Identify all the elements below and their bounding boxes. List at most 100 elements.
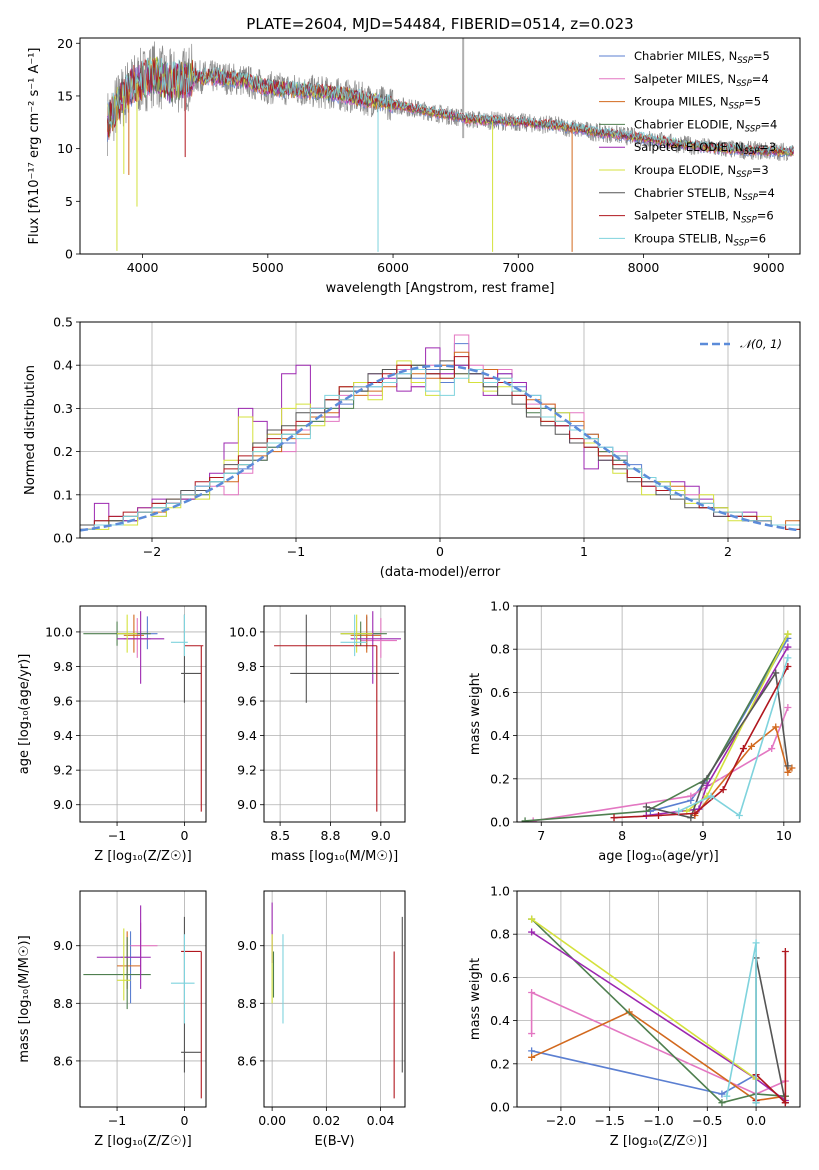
y-tick-label: 5 (65, 194, 73, 209)
y-tick-label: 8.8 (53, 996, 73, 1011)
y-tick-label: 8.6 (53, 1053, 73, 1068)
x-axis-label: (data-model)/error (380, 565, 501, 580)
y-axis-label: mass [log₁₀(M/M☉)] (17, 935, 32, 1062)
y-tick-label: 9.6 (53, 694, 73, 709)
marker-chabrier-stelib (642, 803, 650, 811)
y-tick-label: 0.8 (490, 927, 510, 942)
legend: Chabrier MILES, NSSP=5 Salpeter MILES, NS… (599, 49, 777, 248)
y-tick-label: 0.2 (490, 771, 510, 786)
x-tick-label: −0.5 (692, 1113, 722, 1128)
panel-weight-vs-age: 7 8 9 10 0.0 0.2 0.4 0.6 0.8 1.0 age [log₁₀(age/yr… (468, 599, 801, 864)
marker-salpeter-miles (784, 704, 792, 712)
marker-salpeter-stelib (691, 809, 699, 817)
grid (264, 891, 405, 1107)
plot-area (80, 334, 800, 538)
y-tick-label: 9.6 (237, 694, 257, 709)
histogram-kroupa-stelib (80, 369, 800, 538)
marker-chabrier-stelib (699, 779, 707, 787)
line-chabrier-elodie (525, 633, 789, 822)
x-tick-label: −1 (108, 1113, 126, 1128)
line-kroupa-stelib (726, 942, 757, 1103)
marker-salpeter-stelib (719, 786, 727, 794)
marker-kroupa-stelib (735, 812, 743, 820)
marker-salpeter-miles (528, 989, 536, 997)
marker-chabrier-miles (528, 1047, 536, 1055)
x-tick-label: 10 (776, 828, 792, 843)
x-tick-label: 0 (180, 828, 188, 843)
y-tick-label: 10.0 (45, 624, 73, 639)
marker-salpeter-elodie (784, 643, 792, 651)
legend-label-chabrier-miles: Chabrier MILES, NSSP=5 (634, 49, 770, 66)
y-tick-label: 9.0 (53, 938, 73, 953)
x-tick-label: 1 (580, 544, 588, 559)
x-tick-label: 9.0 (371, 828, 391, 843)
y-axis-label: mass weight (468, 673, 483, 755)
x-tick-label: 0.02 (312, 1113, 340, 1128)
axes-frame (263, 890, 406, 1108)
line-kroupa-miles (531, 1011, 786, 1102)
y-tick-label: 20 (57, 36, 73, 51)
x-tick-label: 0.00 (258, 1113, 286, 1128)
grid (517, 605, 800, 823)
x-axis-label: age [log₁₀(age/yr)] (598, 849, 719, 864)
y-axis-label: mass weight (468, 958, 483, 1040)
x-tick-label: 8000 (628, 260, 660, 275)
y-tick-label: 0.2 (53, 444, 73, 459)
legend-label-gaussian: 𝒩(0, 1) (740, 337, 782, 351)
x-tick-label: 5000 (252, 260, 284, 275)
gaussian-curve (80, 364, 800, 532)
x-tick-label: 9000 (753, 260, 785, 275)
y-tick-label: 0.0 (490, 815, 510, 830)
marker-chabrier-miles (718, 1090, 726, 1098)
x-tick-label: −1.0 (643, 1113, 673, 1128)
x-tick-label: 0 (180, 1113, 188, 1128)
marker-salpeter-stelib (781, 1099, 789, 1107)
marker-kroupa-stelib (707, 792, 715, 800)
legend: 𝒩(0, 1) (700, 337, 782, 351)
line-salpeter-stelib (613, 666, 789, 819)
x-axis-label: wavelength [Angstrom, rest frame] (326, 281, 555, 296)
y-tick-label: 9.4 (53, 728, 73, 743)
panel-weight-vs-z: −2.0 −1.5 −1.0 −0.5 0.0 0.0 0.2 0.4 0.6 0.8 1.0 Z [… (468, 884, 801, 1149)
axes-frame (79, 321, 801, 539)
y-tick-label: 0.6 (490, 685, 510, 700)
axes-frame (79, 37, 801, 255)
marker-chabrier-stelib (687, 814, 695, 822)
x-tick-label: 9 (699, 828, 707, 843)
y-tick-label: 9.8 (53, 659, 73, 674)
line-kroupa-elodie (531, 918, 757, 1080)
x-tick-label: 0.0 (746, 1113, 766, 1128)
y-tick-label: 0.0 (490, 1100, 510, 1115)
marker-kroupa-stelib (784, 654, 792, 662)
x-tick-label: 8.5 (270, 828, 290, 843)
marker-kroupa-stelib (723, 1092, 731, 1100)
y-tick-label: 15 (57, 88, 73, 103)
marker-salpeter-stelib (739, 745, 747, 753)
y-tick-label: 0.4 (490, 1013, 510, 1028)
x-tick-label: 8.8 (321, 828, 341, 843)
x-axis-label: Z [log₁₀(Z/Z☉)] (94, 849, 191, 864)
line-chabrier-stelib (646, 670, 789, 819)
axes-frame (79, 605, 207, 823)
marker-kroupa-stelib (752, 1099, 760, 1107)
x-tick-label: −2.0 (546, 1113, 576, 1128)
legend-label-salpeter-elodie: Salpeter ELODIE, NSSP=3 (634, 140, 776, 157)
marker-salpeter-stelib (610, 814, 618, 822)
y-tick-label: 10.0 (229, 624, 257, 639)
x-tick-label: 7000 (502, 260, 534, 275)
plot-area (83, 905, 202, 1099)
line-kroupa-stelib (678, 657, 789, 817)
x-tick-label: −2 (143, 544, 161, 559)
panel-age-vs-z: −1 0 9.0 9.2 9.4 9.6 9.8 10.0 Z [log₁₀(Z/Z☉)] age… (17, 605, 207, 864)
y-tick-label: 0.2 (490, 1056, 510, 1071)
marker-kroupa-miles (528, 1053, 536, 1061)
x-axis-label: Z [log₁₀(Z/Z☉)] (610, 1134, 707, 1149)
y-tick-label: 10 (57, 141, 73, 156)
legend-label-chabrier-stelib: Chabrier STELIB, NSSP=4 (634, 186, 775, 203)
axes-frame (516, 605, 801, 823)
marker-kroupa-miles (747, 742, 755, 750)
y-tick-label: 0.5 (53, 315, 73, 330)
line-chabrier-stelib (755, 957, 787, 1103)
y-tick-label: 9.8 (237, 659, 257, 674)
y-tick-label: 8.8 (237, 996, 257, 1011)
